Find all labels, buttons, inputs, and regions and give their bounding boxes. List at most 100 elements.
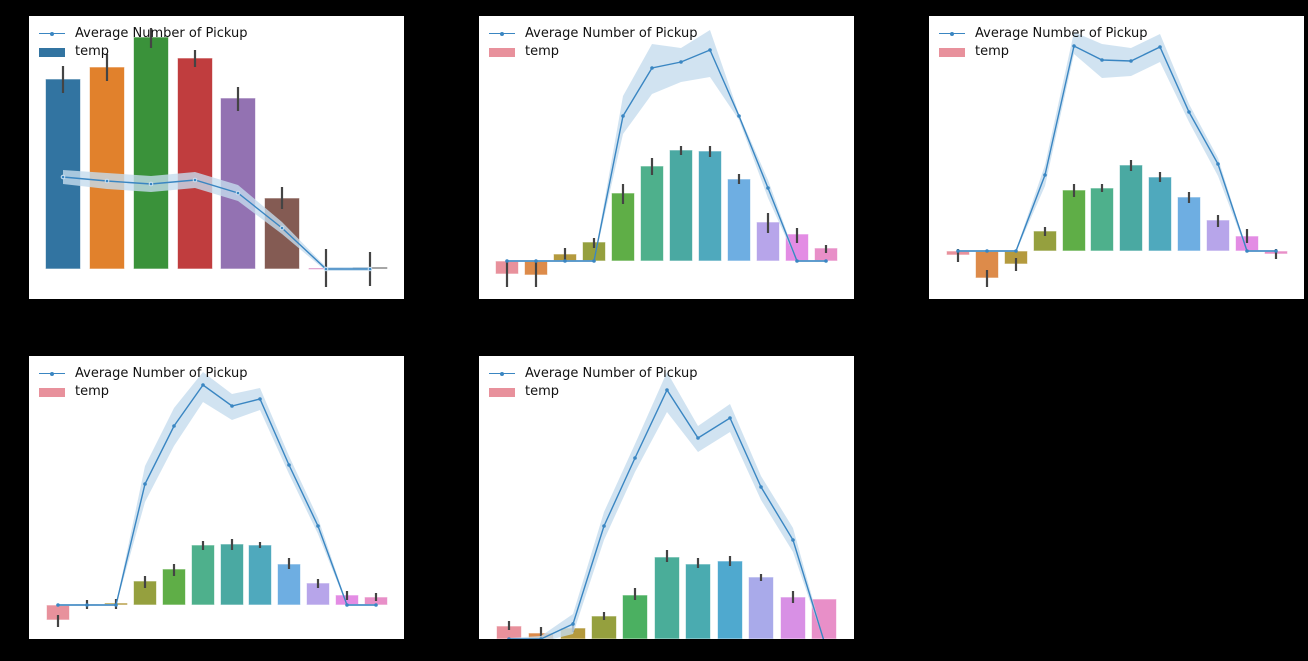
bar <box>1062 189 1086 252</box>
line-marker <box>279 225 285 231</box>
line-marker <box>571 622 575 626</box>
line-marker <box>766 186 770 190</box>
legend-label-line: Average Number of Pickup <box>975 26 1148 41</box>
bar <box>220 543 244 606</box>
bar-swatch-icon <box>39 387 65 397</box>
bar <box>1119 164 1143 252</box>
pickup-line <box>958 44 1276 252</box>
line-marker <box>539 637 543 639</box>
line-marker <box>665 388 669 392</box>
legend-label-line: Average Number of Pickup <box>75 26 248 41</box>
bar <box>669 149 693 262</box>
line-marker <box>602 524 606 528</box>
legend-item-bar: temp <box>489 383 697 401</box>
line-marker <box>287 463 291 467</box>
line-marker <box>956 249 960 253</box>
bar-swatch-icon <box>39 47 65 57</box>
line-marker <box>114 603 118 607</box>
chart-panel-3: Average Number of Pickup temp <box>929 16 1304 299</box>
legend: Average Number of Pickup temp <box>489 25 697 61</box>
pickup-line <box>58 384 376 606</box>
bar-swatch-icon <box>939 47 965 57</box>
line-marker-icon <box>939 29 965 39</box>
line-marker <box>258 397 262 401</box>
line-marker <box>316 524 320 528</box>
bar <box>811 598 837 639</box>
chart-panel-1: Average Number of Pickup temp <box>29 16 404 299</box>
bar <box>133 36 169 270</box>
legend-label-bar: temp <box>75 44 110 59</box>
bar <box>685 563 711 639</box>
confidence-band <box>58 372 376 606</box>
legend-label-line: Average Number of Pickup <box>525 366 698 381</box>
line-marker-icon <box>39 29 65 39</box>
line-marker <box>1187 110 1191 114</box>
chart-panel-5: Average Number of Pickup temp <box>479 356 854 639</box>
line-marker <box>1129 59 1133 63</box>
line-marker <box>1216 162 1220 166</box>
legend-label-bar: temp <box>975 44 1010 59</box>
confidence-band <box>509 372 824 639</box>
line-marker <box>679 60 683 64</box>
chart-panel-4: Average Number of Pickup temp <box>29 356 404 639</box>
line-marker <box>507 637 511 639</box>
line-marker <box>563 259 567 263</box>
pickup-line <box>507 49 826 262</box>
line-marker <box>791 538 795 542</box>
bar <box>780 596 806 639</box>
line-marker <box>345 603 349 607</box>
line-marker <box>60 174 66 180</box>
line-marker <box>737 114 741 118</box>
confidence-band <box>958 32 1276 252</box>
legend-item-bar: temp <box>939 43 1147 61</box>
line-marker <box>1274 249 1278 253</box>
line-marker <box>728 416 732 420</box>
bar <box>1148 176 1172 252</box>
line-marker <box>985 249 989 253</box>
legend-item-line: Average Number of Pickup <box>39 25 247 43</box>
bar <box>191 544 215 606</box>
bar <box>654 556 680 639</box>
line-marker <box>1100 58 1104 62</box>
line-marker <box>633 456 637 460</box>
line-marker <box>708 48 712 52</box>
legend-item-bar: temp <box>39 43 247 61</box>
line-marker <box>56 603 60 607</box>
legend: Average Number of Pickup temp <box>39 365 247 401</box>
line-marker <box>621 114 625 118</box>
line-marker <box>759 485 763 489</box>
bar <box>748 576 774 639</box>
bar <box>640 165 664 262</box>
line-marker <box>505 259 509 263</box>
line-marker <box>230 404 234 408</box>
legend-label-bar: temp <box>525 384 560 399</box>
line-marker <box>1245 249 1249 253</box>
legend-item-bar: temp <box>39 383 247 401</box>
bar <box>727 178 751 262</box>
line-marker <box>367 266 373 272</box>
legend: Average Number of Pickup temp <box>39 25 247 61</box>
bar-swatch-icon <box>489 387 515 397</box>
confidence-band <box>507 30 826 262</box>
line-marker <box>650 66 654 70</box>
bar <box>89 66 125 270</box>
bar <box>698 150 722 262</box>
plot-area <box>46 372 388 627</box>
line-marker <box>172 424 176 428</box>
bar <box>717 560 743 639</box>
line-marker <box>374 603 378 607</box>
bar <box>277 563 301 606</box>
legend-item-bar: temp <box>489 43 697 61</box>
bar <box>622 594 648 639</box>
line-marker <box>534 259 538 263</box>
legend-item-line: Average Number of Pickup <box>489 365 697 383</box>
line-marker <box>192 177 198 183</box>
line-marker-icon <box>39 369 65 379</box>
line-marker <box>323 266 329 272</box>
legend-item-line: Average Number of Pickup <box>489 25 697 43</box>
line-marker <box>696 436 700 440</box>
plot-area <box>495 30 838 287</box>
legend-item-line: Average Number of Pickup <box>939 25 1147 43</box>
chart-panel-2: Average Number of Pickup temp <box>479 16 854 299</box>
plot-area <box>496 372 837 639</box>
